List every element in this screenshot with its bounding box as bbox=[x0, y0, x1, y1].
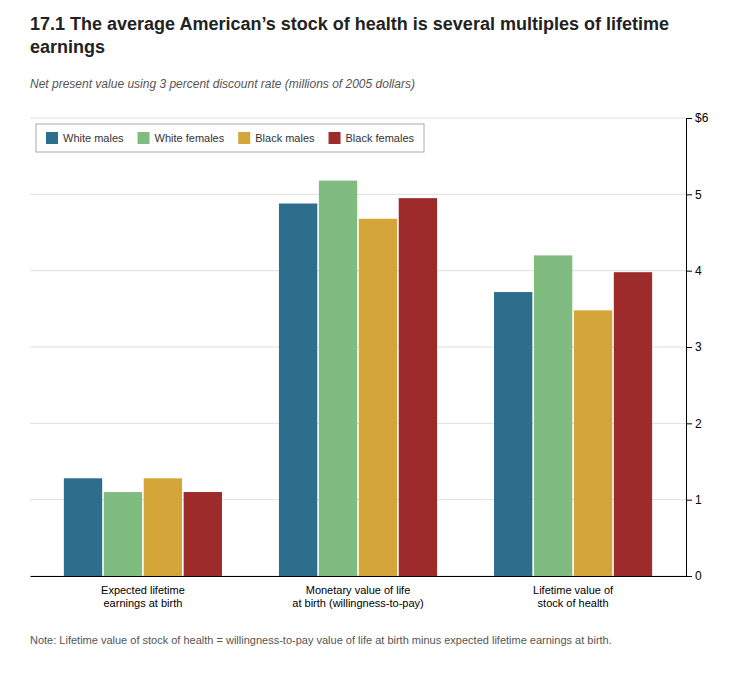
axis-line bbox=[687, 119, 693, 577]
text-line: 17.1 The average American’s stock of hea… bbox=[30, 14, 669, 34]
text-line: earnings bbox=[30, 37, 105, 57]
tick-label: Lifetime value ofstock of health bbox=[533, 584, 614, 609]
tick: Lifetime value ofstock of health bbox=[533, 584, 614, 609]
y-axis: 0 1 2 3 4 5 $6 bbox=[686, 111, 709, 583]
tick-label: Expected lifetimeearnings at birth bbox=[101, 584, 185, 609]
grid-line bbox=[30, 270, 686, 271]
text-line: Lifetime value of bbox=[533, 584, 614, 596]
bar bbox=[64, 478, 102, 576]
tick-label: 4 bbox=[695, 264, 702, 278]
tick-label: 0 bbox=[695, 569, 702, 583]
text-line: at birth (willingness-to-pay) bbox=[292, 597, 423, 609]
bar bbox=[614, 272, 652, 576]
grid-line bbox=[30, 118, 686, 119]
bar bbox=[574, 310, 612, 576]
note: Note: Lifetime value of stock of health … bbox=[30, 634, 612, 646]
chart: 17.1 The average American’s stock of hea… bbox=[0, 0, 736, 686]
tick-label: 3 bbox=[695, 340, 702, 354]
tick-mark bbox=[686, 500, 692, 501]
bar bbox=[184, 492, 222, 576]
bar bbox=[494, 292, 532, 576]
tick: 0 bbox=[686, 569, 702, 583]
tick-label: Monetary value of lifeat birth (willingn… bbox=[292, 584, 423, 609]
legend-item: Black males bbox=[238, 132, 315, 144]
grid bbox=[30, 118, 686, 576]
tick-label: 2 bbox=[695, 417, 702, 431]
legend-item: Black females bbox=[329, 132, 415, 144]
tick: 4 bbox=[686, 264, 702, 278]
legend-label: Black males bbox=[255, 132, 315, 144]
tick: 1 bbox=[686, 493, 702, 507]
text-line: Note: Lifetime value of stock of health … bbox=[30, 634, 612, 646]
bar bbox=[319, 181, 357, 576]
legend-swatch bbox=[238, 132, 250, 144]
x-axis: Expected lifetimeearnings at birth Moneta… bbox=[31, 577, 687, 610]
tick-label: $6 bbox=[695, 111, 709, 125]
axis-line bbox=[31, 576, 687, 577]
bar bbox=[534, 255, 572, 576]
text-line: stock of health bbox=[538, 597, 609, 609]
tick: Monetary value of lifeat birth (willingn… bbox=[292, 584, 423, 609]
tick: 5 bbox=[686, 188, 702, 202]
legend-label: Black females bbox=[346, 132, 415, 144]
legend-label: White males bbox=[63, 132, 124, 144]
plot: 0 1 2 3 4 5 $6 Expected lifetimeearnings at bir… bbox=[30, 111, 709, 609]
tick: Expected lifetimeearnings at birth bbox=[101, 584, 185, 609]
tick-label: 1 bbox=[695, 493, 702, 507]
bar bbox=[399, 198, 437, 576]
tick-mark bbox=[686, 576, 692, 577]
legend-frame bbox=[36, 124, 424, 152]
bars bbox=[64, 181, 652, 576]
legend-swatch bbox=[46, 132, 58, 144]
tick-mark bbox=[686, 271, 692, 272]
text-line: Expected lifetime bbox=[101, 584, 185, 596]
bar bbox=[144, 478, 182, 576]
bar bbox=[104, 492, 142, 576]
tick-mark bbox=[686, 118, 692, 119]
tick-label: 5 bbox=[695, 188, 702, 202]
bar-series bbox=[104, 181, 572, 576]
legend-item: White females bbox=[138, 132, 225, 144]
tick-mark bbox=[686, 347, 692, 348]
legend-swatch bbox=[329, 132, 341, 144]
subtitle: Net present value using 3 percent discou… bbox=[30, 77, 415, 91]
text-line: Monetary value of life bbox=[306, 584, 411, 596]
legend-label: White females bbox=[155, 132, 225, 144]
tick-mark bbox=[686, 423, 692, 424]
tick: $6 bbox=[686, 111, 709, 125]
tick: 3 bbox=[686, 340, 702, 354]
bar-series bbox=[64, 203, 532, 576]
bar-series bbox=[184, 198, 652, 576]
bar-series bbox=[144, 219, 612, 576]
tick-mark bbox=[686, 194, 692, 195]
legend-swatch bbox=[138, 132, 150, 144]
grid-line bbox=[30, 194, 686, 195]
bar bbox=[279, 203, 317, 576]
text-line: earnings at birth bbox=[103, 597, 182, 609]
legend-item: White males bbox=[46, 132, 124, 144]
bar bbox=[359, 219, 397, 576]
text-line: Net present value using 3 percent discou… bbox=[30, 77, 415, 91]
tick: 2 bbox=[686, 417, 702, 431]
title: 17.1 The average American’s stock of hea… bbox=[30, 14, 669, 57]
legend: White males White females Black males Black… bbox=[36, 124, 424, 152]
